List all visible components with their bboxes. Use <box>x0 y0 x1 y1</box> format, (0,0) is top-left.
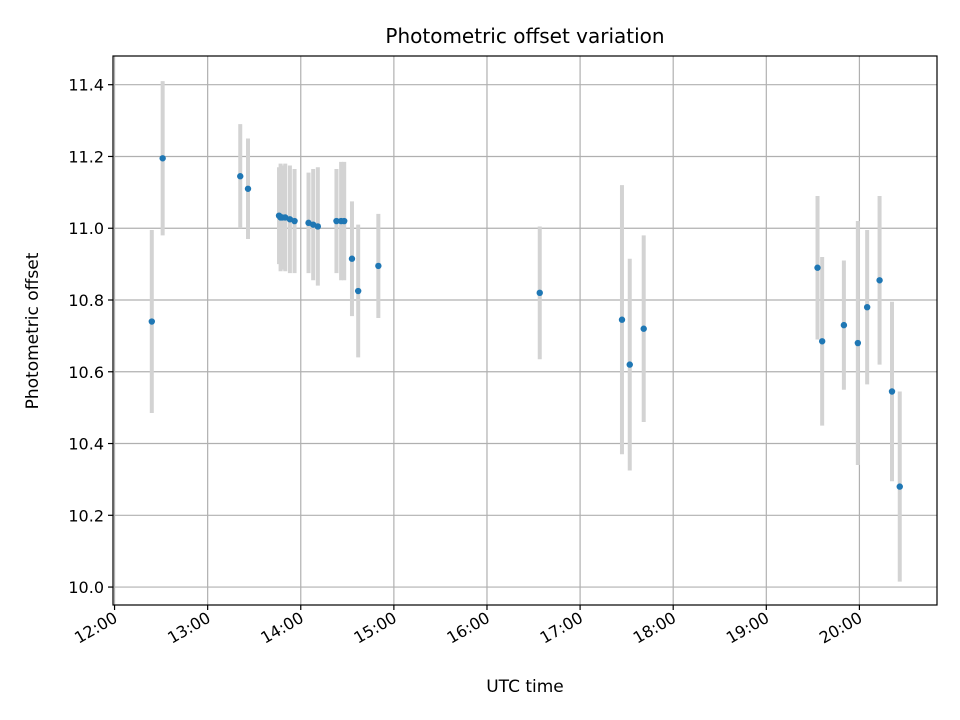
data-point <box>237 173 244 180</box>
x-axis-title: UTC time <box>486 677 564 697</box>
data-point <box>888 388 896 395</box>
plot-frame <box>112 55 938 606</box>
y-axis-title: Photometric offset <box>23 252 43 409</box>
y-tick-label: 10.4 <box>68 435 104 454</box>
data-point <box>854 339 862 347</box>
data-point <box>375 262 382 270</box>
data-point <box>536 289 543 297</box>
data-point <box>159 155 166 162</box>
grid <box>113 56 937 605</box>
y-tick-label: 10.8 <box>68 291 104 310</box>
y-tick-label: 10.2 <box>68 506 104 525</box>
data-point <box>348 255 356 262</box>
data-point <box>863 303 871 311</box>
data-point <box>244 185 252 192</box>
data-point <box>876 277 883 284</box>
data-point <box>291 217 298 225</box>
chart-title: Photometric offset variation <box>385 24 664 48</box>
data-point <box>814 264 821 271</box>
y-tick-label: 10.0 <box>68 578 104 597</box>
y-tick-label: 11.4 <box>68 76 104 95</box>
y-tick-label: 11.2 <box>68 147 104 166</box>
data-point <box>896 483 903 490</box>
y-tick-label: 11.0 <box>68 219 104 238</box>
data-point <box>333 217 340 225</box>
data-point <box>626 361 633 368</box>
data-point <box>618 316 626 323</box>
data-point <box>314 223 322 230</box>
data-point <box>148 318 155 325</box>
data-point <box>341 217 348 225</box>
data-point <box>640 325 647 332</box>
data-point <box>354 287 362 295</box>
y-tick-label: 10.6 <box>68 363 104 382</box>
plot-area <box>113 56 937 605</box>
data-point <box>840 321 848 329</box>
y-axis: 10.0 10.2 10.4 10.6 10.8 11.0 11.2 11.4 <box>68 76 113 597</box>
data-point <box>818 338 826 345</box>
data-points <box>148 155 903 490</box>
